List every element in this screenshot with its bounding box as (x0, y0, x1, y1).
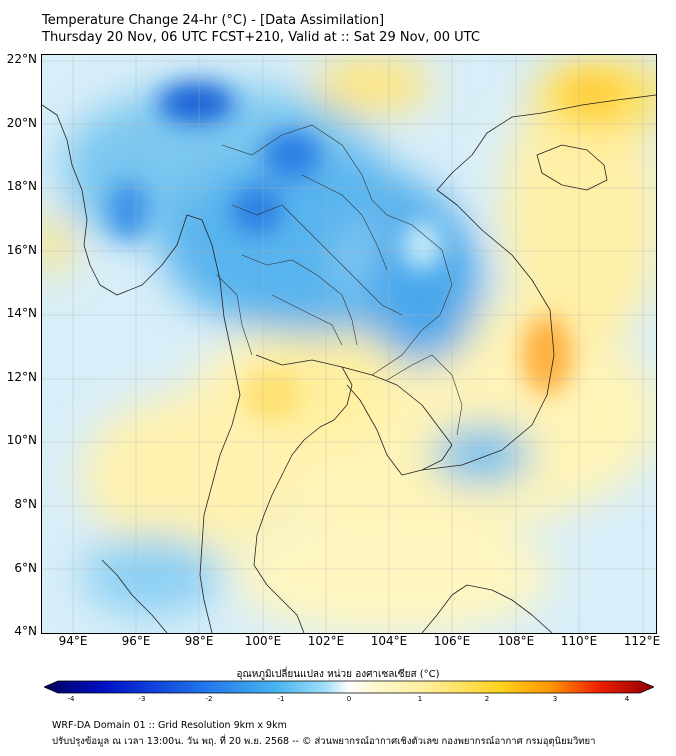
colorbar-tick-0: 0 (346, 695, 352, 703)
border-internal-2 (241, 254, 358, 346)
colorbar-tick-m1: -1 (277, 695, 285, 703)
temperature-map (41, 54, 657, 634)
border-cambodia-vietnam (386, 354, 463, 436)
vietnam-coastline (421, 94, 656, 471)
colorbar-gradient (44, 680, 654, 694)
lat-label-6: 6°N (14, 561, 37, 575)
border-myanmar-thailand (216, 274, 253, 356)
lon-label-106: 106°E (433, 634, 471, 648)
colorbar-tick-1: 1 (417, 695, 423, 703)
lon-label-98: 98°E (184, 634, 214, 648)
lon-label-102: 102°E (307, 634, 345, 648)
lat-label-20: 20°N (6, 116, 37, 130)
lat-label-4: 4°N (14, 624, 37, 638)
lat-label-22: 22°N (6, 52, 37, 66)
title-line-2: Thursday 20 Nov, 06 UTC FCST+210, Valid … (42, 30, 480, 45)
lat-label-16: 16°N (6, 243, 37, 257)
hainan-coastline (536, 144, 608, 191)
lon-label-110: 110°E (560, 634, 598, 648)
map-canvas (42, 55, 656, 633)
lon-label-100: 100°E (244, 634, 282, 648)
colorbar-tick-m2: -2 (205, 695, 213, 703)
lon-label-96: 96°E (121, 634, 151, 648)
lat-label-12: 12°N (6, 370, 37, 384)
colorbar-tick-m3: -3 (138, 695, 146, 703)
border-internal-3 (301, 174, 388, 271)
footer-credit: ปรับปรุงข้อมูล ณ เวลา 13:00น. วัน พฤ. ที… (52, 736, 596, 747)
cambodia-coastline (341, 366, 453, 476)
colorbar (44, 680, 654, 694)
temperature-extremes (108, 75, 622, 420)
borders (216, 124, 463, 436)
title-line-1: Temperature Change 24-hr (°C) - [Data As… (42, 13, 385, 28)
lon-label-108: 108°E (497, 634, 535, 648)
borneo-coastline (421, 584, 553, 633)
lon-label-104: 104°E (370, 634, 408, 648)
footer-model-info: WRF-DA Domain 01 :: Grid Resolution 9km … (52, 720, 287, 731)
lat-label-18: 18°N (6, 179, 37, 193)
border-internal-1 (231, 204, 403, 316)
lon-label-112: 112°E (623, 634, 661, 648)
border-laos-thailand (221, 124, 453, 376)
chart-title: Temperature Change 24-hr (°C) - [Data As… (42, 12, 480, 46)
colorbar-tick-4: 4 (624, 695, 630, 703)
coastlines (42, 94, 656, 633)
lat-label-10: 10°N (6, 433, 37, 447)
west-coastline (42, 104, 241, 633)
lon-label-94: 94°E (58, 634, 88, 648)
sumatra-coastline (101, 559, 168, 633)
colorbar-label: อุณหภูมิเปลี่ยนแปลง หน่วย องศาเซลเซียส (… (236, 669, 440, 680)
lat-label-14: 14°N (6, 306, 37, 320)
colorbar-tick-3: 3 (552, 695, 558, 703)
colorbar-tick-m4: -4 (67, 695, 75, 703)
colorbar-tick-2: 2 (484, 695, 490, 703)
lat-label-8: 8°N (14, 497, 37, 511)
border-internal-4 (271, 294, 343, 346)
